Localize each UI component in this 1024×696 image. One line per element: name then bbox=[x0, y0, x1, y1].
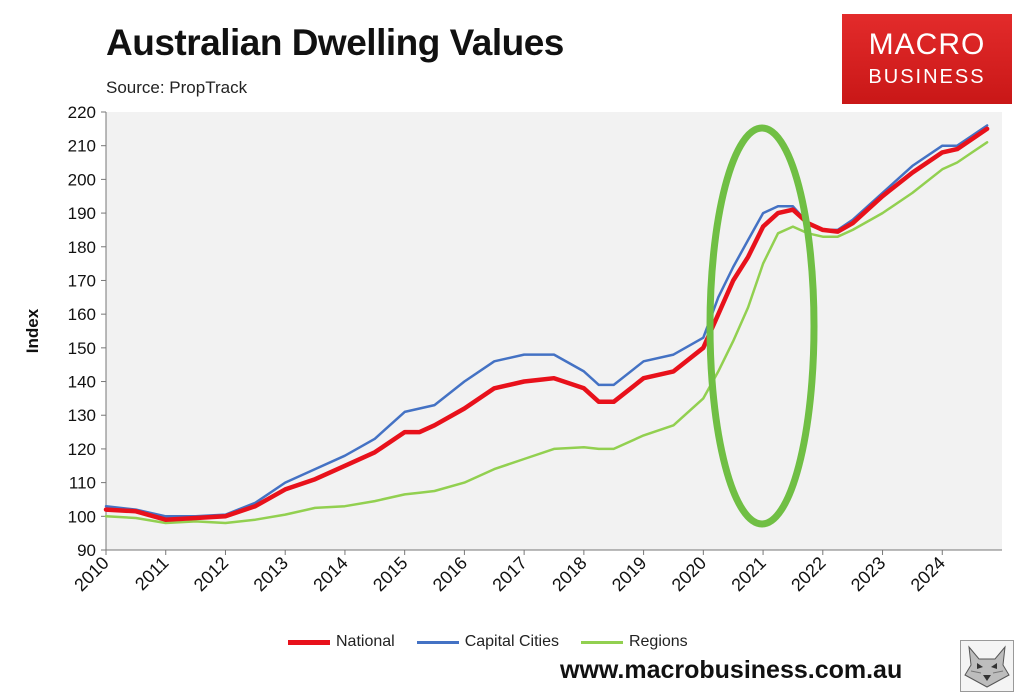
y-tick-label: 180 bbox=[68, 238, 96, 257]
y-tick-label: 140 bbox=[68, 373, 96, 392]
macrobusiness-logo: MACRO BUSINESS bbox=[842, 14, 1012, 104]
legend-label: National bbox=[336, 633, 395, 650]
x-tick-label: 2015 bbox=[369, 553, 411, 595]
logo-line-2: BUSINESS bbox=[868, 66, 986, 88]
highlight-ellipse bbox=[706, 124, 818, 528]
x-tick-label: 2013 bbox=[250, 553, 292, 595]
y-tick-label: 130 bbox=[68, 406, 96, 425]
legend-label: Regions bbox=[628, 633, 688, 650]
series-line-national bbox=[103, 126, 990, 522]
y-tick-label: 210 bbox=[68, 137, 96, 156]
legend-item-national: National bbox=[288, 633, 395, 651]
wolf-mascot-icon bbox=[960, 640, 1014, 692]
y-tick-label: 170 bbox=[68, 271, 96, 290]
chart-title: Australian Dwelling Values bbox=[106, 22, 564, 63]
x-tick-label: 2012 bbox=[190, 553, 232, 595]
legend-label: Capital Cities bbox=[464, 633, 559, 650]
legend-item-regions: Regions bbox=[580, 633, 688, 651]
legend-swatch bbox=[288, 639, 330, 645]
x-tick-label: 2011 bbox=[131, 553, 173, 595]
y-tick-label: 220 bbox=[68, 103, 96, 122]
x-tick-label: 2023 bbox=[847, 553, 889, 595]
x-tick-label: 2019 bbox=[608, 553, 650, 595]
x-tick-label: 2016 bbox=[429, 553, 471, 595]
x-tick-label: 2014 bbox=[309, 553, 351, 595]
chart-legend: National Capital Cities Regions bbox=[288, 632, 710, 652]
y-axis-label: Index bbox=[23, 308, 42, 353]
series-line-capital-cities bbox=[104, 124, 989, 518]
chart-source: Source: PropTrack bbox=[106, 78, 248, 97]
y-tick-label: 200 bbox=[68, 170, 96, 189]
y-tick-label: 150 bbox=[68, 339, 96, 358]
y-tick-label: 120 bbox=[68, 440, 96, 459]
x-tick-label: 2024 bbox=[907, 553, 949, 595]
logo-line-1: MACRO bbox=[868, 28, 986, 61]
y-tick-label: 100 bbox=[68, 507, 96, 526]
legend-item-capital-cities: Capital Cities bbox=[416, 633, 559, 651]
y-tick-label: 110 bbox=[69, 474, 96, 493]
series-line-regions bbox=[104, 141, 989, 525]
plot-area bbox=[106, 112, 1002, 550]
legend-swatch bbox=[416, 640, 459, 644]
legend-swatch bbox=[580, 640, 623, 644]
x-tick-label: 2018 bbox=[548, 553, 590, 595]
y-tick-label: 160 bbox=[68, 305, 96, 324]
x-tick-label: 2021 bbox=[727, 553, 769, 595]
y-tick-label: 90 bbox=[77, 541, 96, 560]
x-tick-label: 2020 bbox=[668, 553, 710, 595]
website-url: www.macrobusiness.com.au bbox=[560, 656, 903, 684]
y-tick-label: 190 bbox=[68, 204, 96, 223]
x-tick-label: 2022 bbox=[787, 553, 829, 595]
x-tick-label: 2017 bbox=[489, 553, 531, 595]
